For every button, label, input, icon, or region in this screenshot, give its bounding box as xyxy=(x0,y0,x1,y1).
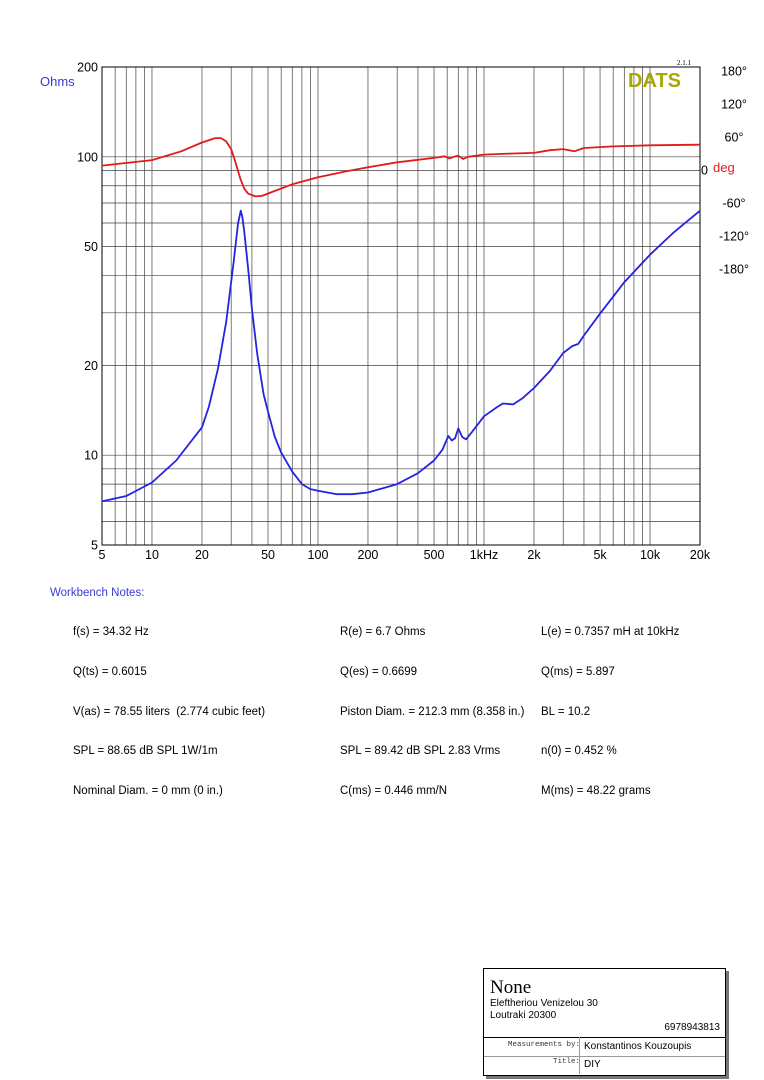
title-label: Title: xyxy=(553,1058,581,1066)
note-line: Q(ms) = 5.897 xyxy=(541,666,615,678)
right-tick-label: 120° xyxy=(721,98,747,112)
measurements-by-label: Measurements by: xyxy=(508,1041,581,1049)
measurements-by-value: Konstantinos Kouzoupis xyxy=(584,1041,692,1052)
note-line: SPL = 89.42 dB SPL 2.83 Vrms xyxy=(340,745,501,758)
note-line: n(0) = 0.452 % xyxy=(541,745,617,758)
note-line: Piston Diam. = 212.3 mm (8.358 in.) xyxy=(340,705,525,718)
x-tick-label: 2k xyxy=(527,548,541,562)
left-tick-label: 100 xyxy=(77,150,98,164)
note-line: M(ms) = 48.22 grams xyxy=(541,784,651,797)
right-tick-label: 180° xyxy=(721,65,747,79)
note-line: SPL = 88.65 dB SPL 1W/1m xyxy=(73,745,218,758)
right-tick-label: -120° xyxy=(719,230,749,244)
x-tick-label: 200 xyxy=(358,548,379,562)
note-line: L(e) = 0.7357 mH at 10kHz xyxy=(541,626,680,639)
title-block: None Eleftheriou Venizelou 30 Loutraki 2… xyxy=(483,968,726,1076)
address-line-1: Eleftheriou Venizelou 30 xyxy=(490,998,598,1009)
impedance-curve xyxy=(101,209,701,503)
plot-frame xyxy=(101,66,701,546)
left-axis-label: Ohms xyxy=(40,74,75,89)
right-tick-label: -180° xyxy=(719,263,749,277)
dats-logo-text: DATS xyxy=(628,70,681,92)
phone-number: 6978943813 xyxy=(664,1022,720,1033)
title-value: DIY xyxy=(584,1059,601,1070)
divider xyxy=(484,1037,725,1038)
series-group xyxy=(101,137,701,503)
note-line: f(s) = 34.32 Hz xyxy=(73,626,149,639)
note-line: R(e) = 6.7 Ohms xyxy=(340,626,426,639)
right-axis-ticks: 180° 120° 60° 0 -60° -120° -180° xyxy=(701,65,749,277)
x-tick-label: 100 xyxy=(308,548,329,562)
x-tick-label: 5k xyxy=(593,548,607,562)
x-tick-label: 10k xyxy=(640,548,661,562)
version-label: 2.1.1 xyxy=(677,59,692,67)
divider xyxy=(579,1037,580,1074)
address-line-2: Loutraki 20300 xyxy=(490,1010,557,1021)
left-tick-label: 200 xyxy=(77,61,98,75)
impedance-phase-chart: 5 10 20 50 100 200 500 1kHz 2k 5k 10k 20k 200100502… xyxy=(40,59,749,562)
left-tick-label: 50 xyxy=(84,240,98,254)
right-tick-label: -60° xyxy=(722,197,745,211)
notes-column-2: R(e) = 6.7 Ohms Q(es) = 0.6699 Piston Di… xyxy=(340,600,524,811)
divider xyxy=(484,1056,725,1057)
title-block-name: None xyxy=(490,977,532,998)
note-line: BL = 10.2 xyxy=(541,705,591,718)
x-tick-label: 50 xyxy=(261,548,275,562)
notes-column-1: f(s) = 34.32 Hz Q(ts) = 0.6015 V(as) = 7… xyxy=(73,600,265,811)
x-tick-label: 1kHz xyxy=(470,548,498,562)
note-line: Nominal Diam. = 0 mm (0 in.) xyxy=(73,784,223,797)
right-axis-label: deg xyxy=(713,160,735,175)
left-tick-label: 5 xyxy=(91,539,98,553)
x-tick-label: 5 xyxy=(99,548,106,562)
notes-column-3: L(e) = 0.7357 mH at 10kHz Q(ms) = 5.897 … xyxy=(541,600,679,811)
workbench-notes-heading: Workbench Notes: xyxy=(50,587,145,599)
left-axis-ticks: 200 100 50 20 10 5 xyxy=(77,61,98,553)
note-line: Q(es) = 0.6699 xyxy=(340,666,418,678)
x-tick-label: 20 xyxy=(195,548,209,562)
x-axis-ticks: 5 10 20 50 100 200 500 1kHz 2k 5k 10k 20k xyxy=(99,548,711,562)
x-tick-label: 10 xyxy=(145,548,159,562)
phase-curve xyxy=(101,137,701,198)
chart-grid xyxy=(101,66,701,546)
left-tick-label: 20 xyxy=(84,359,98,373)
x-tick-label: 500 xyxy=(424,548,445,562)
right-tick-label: 0 xyxy=(701,164,708,178)
right-tick-label: 60° xyxy=(725,131,744,145)
note-line: V(as) = 78.55 liters (2.774 cubic feet) xyxy=(73,705,266,718)
x-tick-label: 20k xyxy=(690,548,711,562)
note-line: Q(ts) = 0.6015 xyxy=(73,666,147,678)
left-tick-label: 10 xyxy=(84,449,98,463)
note-line: C(ms) = 0.446 mm/N xyxy=(340,784,448,797)
